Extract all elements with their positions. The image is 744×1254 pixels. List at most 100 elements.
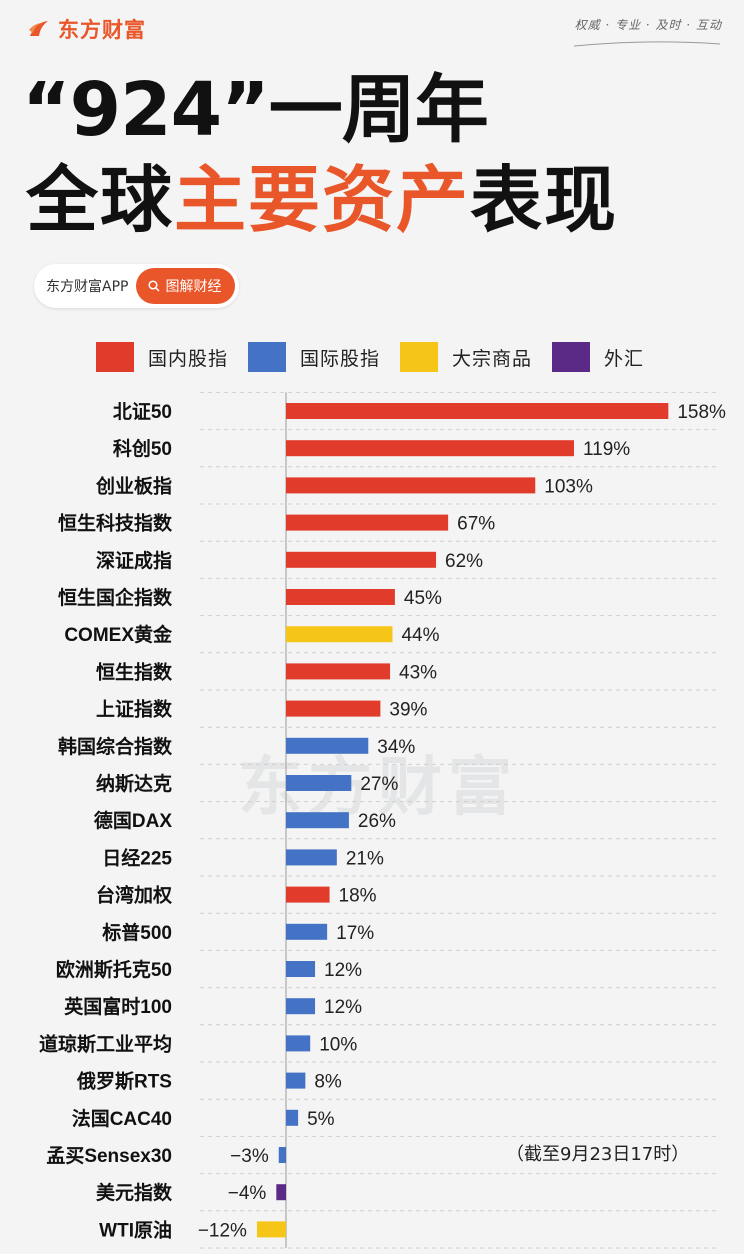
title-highlight: 主要资产 <box>174 158 471 242</box>
legend-item-international: 国际股指 <box>248 342 380 372</box>
search-button[interactable]: 图解财经 <box>136 268 236 304</box>
category-label: 欧洲斯托克50 <box>56 958 172 981</box>
category-label: 深证成指 <box>96 549 172 572</box>
legend-item-commodity: 大宗商品 <box>400 342 532 372</box>
legend-swatch-international <box>248 342 287 372</box>
legend-swatch-commodity <box>400 342 439 372</box>
legend-label-international: 国际股指 <box>300 347 381 370</box>
legend-swatch-forex <box>552 342 591 372</box>
chart-legend: 国内股指 国际股指 大宗商品 外汇 <box>96 342 664 372</box>
search-button-label: 图解财经 <box>165 279 222 295</box>
value-label: 12% <box>324 960 362 981</box>
brand: 东方财富 <box>26 14 146 44</box>
category-label: 恒生指数 <box>96 660 173 683</box>
category-label: 孟买Sensex30 <box>46 1145 172 1167</box>
value-label: 26% <box>358 811 396 832</box>
category-label: WTI原油 <box>99 1219 172 1241</box>
value-label: 43% <box>399 662 437 683</box>
legend-swatch-domestic <box>96 342 134 372</box>
value-label: 12% <box>324 997 362 1018</box>
search-pill[interactable]: 东方财富APP 图解财经 <box>34 264 240 308</box>
category-label: COMEX黄金 <box>64 623 173 646</box>
category-label: 恒生国企指数 <box>58 586 173 609</box>
title-suffix: 表现 <box>470 158 619 242</box>
category-label: 法国CAC40 <box>72 1107 172 1130</box>
bar <box>286 626 393 643</box>
bar <box>256 1221 286 1238</box>
bar <box>286 812 349 829</box>
value-label: 8% <box>314 1072 342 1093</box>
bar <box>286 477 536 494</box>
category-label: 道琼斯工业平均 <box>39 1032 172 1055</box>
value-label: 39% <box>389 700 427 721</box>
value-label: 62% <box>445 551 483 572</box>
bar <box>286 589 395 605</box>
value-label: 18% <box>339 886 377 907</box>
category-label: 纳斯达克 <box>96 772 172 795</box>
value-label: 17% <box>336 923 374 944</box>
value-label: 27% <box>360 774 398 795</box>
legend-label-commodity: 大宗商品 <box>452 347 533 370</box>
category-label: 俄罗斯RTS <box>76 1070 172 1093</box>
bar <box>286 551 437 568</box>
bar <box>276 1184 286 1201</box>
value-label: 44% <box>401 625 439 646</box>
value-label: 5% <box>307 1109 335 1130</box>
search-icon <box>148 280 160 292</box>
category-label: 创业板指 <box>95 474 172 497</box>
value-label: 45% <box>404 588 442 609</box>
bar <box>286 1109 299 1126</box>
eastmoney-logo-icon <box>29 21 48 36</box>
value-label: 21% <box>346 848 384 869</box>
bar <box>286 737 369 754</box>
category-label: 上证指数 <box>96 698 173 721</box>
brand-name: 东方财富 <box>58 18 146 42</box>
page-title-line2: 全球主要资产表现 <box>26 152 618 248</box>
date-note: （截至9月23日17时） <box>506 1144 690 1165</box>
category-label: 北证50 <box>113 401 172 423</box>
bar <box>286 403 669 419</box>
legend-label-forex: 外汇 <box>604 347 645 370</box>
bar <box>286 775 352 791</box>
bar <box>286 849 337 866</box>
category-label: 台湾加权 <box>96 884 172 907</box>
watermark: 东方财富 <box>238 751 518 825</box>
legend-label-domestic: 国内股指 <box>148 347 229 370</box>
category-label: 韩国综合指数 <box>58 735 173 758</box>
category-label: 科创50 <box>113 437 172 460</box>
value-label: 103% <box>544 476 593 497</box>
category-label: 标普500 <box>102 921 172 944</box>
bar <box>286 886 330 903</box>
bar <box>286 1035 311 1052</box>
page-title-line1: “924”一周年 <box>22 67 489 153</box>
value-label: 34% <box>377 737 415 758</box>
slogan: 权威 · 专业 · 及时 · 互动 <box>574 18 722 32</box>
legend-item-forex: 外汇 <box>552 342 644 372</box>
value-label: −3% <box>230 1146 269 1167</box>
bar <box>286 700 381 717</box>
value-label: 67% <box>457 514 495 535</box>
legend-item-domestic: 国内股指 <box>96 342 228 372</box>
bar <box>286 514 449 531</box>
bar <box>278 1147 286 1163</box>
category-label: 日经225 <box>102 846 172 869</box>
bar <box>286 440 574 457</box>
bar <box>286 961 316 977</box>
value-label: 158% <box>677 402 726 423</box>
value-label: 10% <box>319 1034 357 1055</box>
category-label: 英国富时100 <box>64 995 172 1018</box>
title-prefix: 全球 <box>26 158 175 242</box>
bar <box>286 1072 306 1089</box>
bar <box>286 663 391 680</box>
category-label: 德国DAX <box>94 809 172 832</box>
bar <box>286 998 316 1015</box>
slogan-underline <box>573 41 721 47</box>
value-label: 119% <box>583 439 630 460</box>
app-label: 东方财富APP <box>46 279 129 295</box>
bar <box>286 923 328 940</box>
value-label: −4% <box>228 1183 267 1204</box>
category-label: 恒生科技指数 <box>58 512 173 535</box>
value-label: −12% <box>198 1220 247 1241</box>
category-label: 美元指数 <box>96 1181 173 1204</box>
